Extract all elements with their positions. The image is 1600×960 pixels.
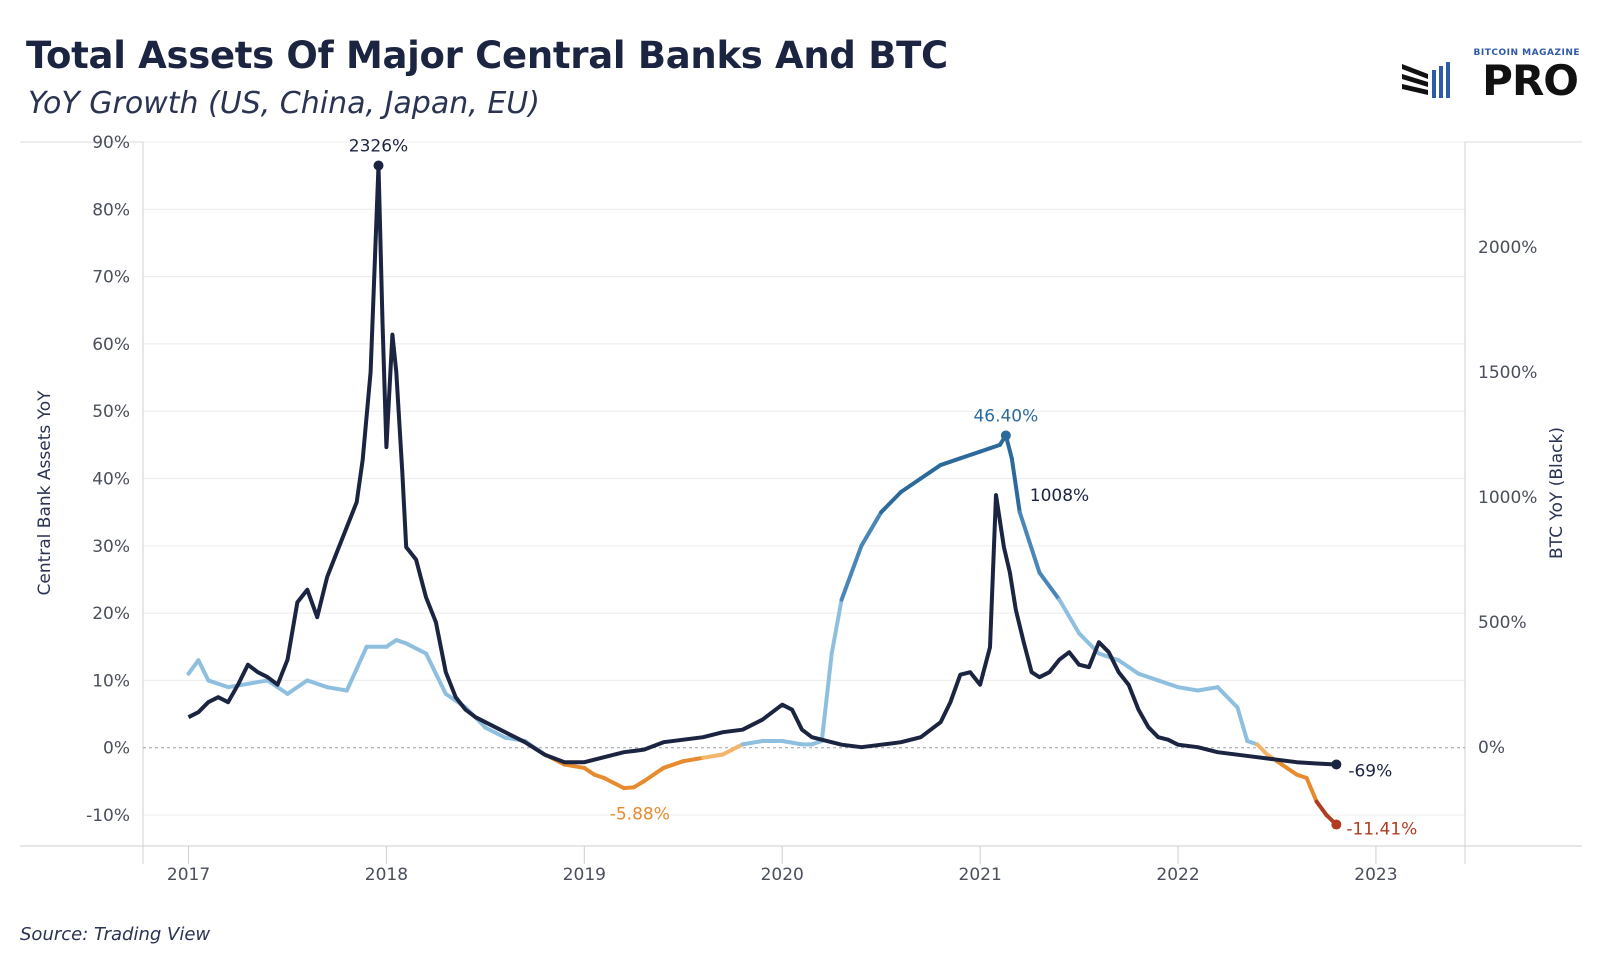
cb-line-segment (1037, 570, 1062, 602)
btc-line (187, 163, 1337, 767)
cb-line-segment (1156, 678, 1181, 690)
x-axis-ticks: 2017 2018 2019 2020 2021 2022 2023 (167, 846, 1398, 885)
y-left-tick-label: 70% (92, 268, 130, 288)
cb-line-segment (1235, 705, 1250, 744)
cb-line-segment (562, 762, 587, 770)
cb-line-segment (720, 742, 745, 757)
cb-line-segment (1017, 510, 1042, 575)
cb-line-segment (424, 651, 448, 696)
cb-line-segment (344, 644, 369, 693)
cb-line-segment (918, 463, 943, 481)
logo-main-text: PRO (1482, 56, 1579, 105)
cb-line-segment (681, 755, 706, 764)
y-left-tick-label: 10% (92, 671, 130, 691)
cb-line-segment (404, 641, 429, 656)
logo-bars-icon (1402, 62, 1450, 98)
cb-line-segment (1274, 759, 1299, 777)
cb-line-segment (1096, 651, 1121, 663)
cb-line-segment (780, 739, 805, 747)
right-axis-ticks: 2000% 1500% 1000% 500% 0% (1478, 238, 1537, 758)
y-right-tick-label: 2000% (1478, 238, 1537, 258)
cb-line-segment (305, 678, 330, 690)
x-tick-label: 2017 (167, 865, 210, 885)
cb-line-segment (265, 678, 290, 696)
cb-line-segment (196, 658, 211, 683)
cb-line-segment (1195, 685, 1220, 693)
cb-line-segment (1255, 742, 1270, 757)
annotation-label: 1008% (1030, 486, 1089, 506)
y-left-axis-title: Central Bank Assets YoY (35, 390, 55, 596)
y-right-tick-label: 1000% (1478, 488, 1537, 508)
cb-line-segment (701, 752, 725, 760)
y-right-tick-label: 500% (1478, 613, 1527, 633)
annotation-marker (373, 160, 384, 171)
y-left-tick-label: 50% (92, 402, 130, 422)
y-left-tick-label: -10% (86, 806, 130, 826)
annotation-label: 46.40% (973, 406, 1038, 426)
x-tick-label: 2020 (761, 865, 804, 885)
annotation-marker (1331, 759, 1342, 770)
cb-line-segment (829, 597, 844, 656)
cb-line-segment (641, 765, 666, 784)
cb-line-segment (206, 678, 231, 690)
annotation-marker (1000, 430, 1011, 441)
annotation-label: -11.41% (1346, 820, 1417, 840)
cb-line-segment (1176, 685, 1200, 693)
central-bank-series (186, 433, 1339, 827)
y-left-tick-label: 40% (92, 470, 130, 490)
logo-small-text: BITCOIN MAGAZINE (1473, 48, 1580, 58)
y-left-tick-label: 30% (92, 537, 130, 557)
annotation-label: -5.88% (610, 804, 670, 824)
source-note: Source: Trading View (20, 924, 211, 945)
x-tick-label: 2019 (563, 865, 606, 885)
cb-line-segment (325, 685, 349, 693)
chart-subtitle: YoY Growth (US, China, Japan, EU) (28, 86, 540, 121)
x-tick-label: 2023 (1354, 865, 1397, 885)
grid-lines (143, 141, 1465, 816)
y-right-tick-label: 0% (1478, 738, 1505, 758)
cb-line-segment (740, 739, 765, 747)
cb-line-segment (879, 489, 903, 515)
cb-line-segment (285, 678, 310, 696)
y-right-axis-title: BTC YoY (Black) (1547, 427, 1567, 559)
cb-line-segment (819, 651, 834, 744)
annotation-label: 2326% (349, 137, 408, 157)
y-right-tick-label: 1500% (1478, 363, 1537, 383)
annotation-marker (1331, 819, 1342, 830)
left-axis-ticks: 90% 80% 70% 60% 50% 40% 30% 20% 10% 0% -10% (86, 133, 130, 826)
y-left-tick-label: 0% (103, 739, 130, 759)
x-tick-label: 2021 (959, 865, 1002, 885)
cb-line-segment (898, 476, 923, 494)
cb-line-segment (839, 543, 864, 602)
cb-line-segment (1314, 799, 1329, 818)
y-left-tick-label: 90% (92, 133, 130, 153)
x-tick-label: 2022 (1156, 865, 1199, 885)
cb-line-segment (1009, 456, 1022, 515)
cb-line-segment (661, 759, 686, 770)
x-tick-label: 2018 (365, 865, 408, 885)
cb-line-segment (245, 678, 270, 686)
y-left-tick-label: 20% (92, 604, 130, 624)
cb-line-segment (1057, 597, 1082, 636)
y-left-tick-label: 60% (92, 335, 130, 355)
chart-title: Total Assets Of Major Central Banks And … (26, 34, 948, 77)
cb-line-segment (1215, 685, 1240, 710)
cb-line-segment (1304, 776, 1319, 804)
btc-series (187, 163, 1337, 767)
cb-line-segment (186, 658, 201, 676)
cb-line-segment (483, 725, 508, 740)
brand-logo: BITCOIN MAGAZINE PRO (1402, 48, 1580, 105)
cb-line-segment (602, 776, 626, 791)
y-left-tick-label: 80% (92, 200, 130, 220)
cb-line-segment (958, 449, 983, 461)
annotations: 2326% 1008% -69% 46.40% -5.88% -11.41% (349, 137, 1418, 840)
cb-line-segment (938, 456, 963, 468)
cb-line-segment (1116, 658, 1141, 676)
annotation-label: -69% (1348, 761, 1392, 781)
cb-line-segment (1136, 671, 1161, 683)
cb-line-segment (859, 510, 884, 548)
